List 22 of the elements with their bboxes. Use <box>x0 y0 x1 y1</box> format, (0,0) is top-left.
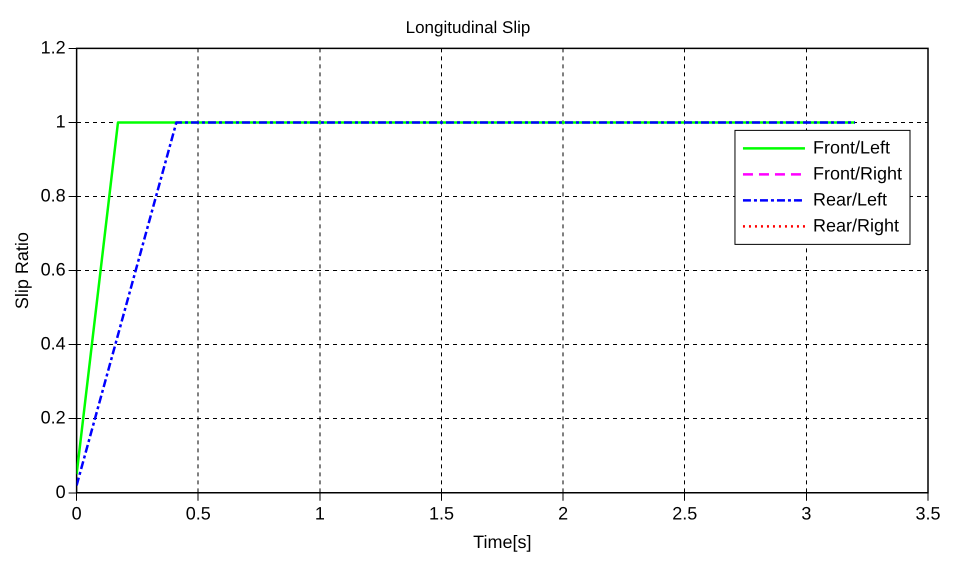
x-tick-label: 3 <box>801 504 812 524</box>
y-tick-label: 0 <box>56 482 66 502</box>
y-tick-label: 0.4 <box>40 334 66 354</box>
x-tick-label: 0.5 <box>186 504 211 524</box>
legend-label: Rear/Left <box>812 189 888 210</box>
legend-label: Front/Left <box>812 137 890 158</box>
x-tick-label: 1.5 <box>428 504 454 524</box>
x-tick-label: 3.5 <box>915 504 941 524</box>
x-tick-label: 2.5 <box>672 504 698 524</box>
x-axis-title: Time[s] <box>473 532 532 552</box>
y-tick-label: 0.2 <box>40 408 66 428</box>
x-tick-label: 0 <box>72 504 82 524</box>
legend-label: Front/Right <box>812 163 902 184</box>
y-tick-label: 0.8 <box>40 186 66 206</box>
y-tick-label: 1.2 <box>40 37 66 58</box>
x-tick-label: 1 <box>314 504 325 524</box>
legend-label: Rear/Right <box>812 215 900 236</box>
y-axis-title: Slip Ratio <box>12 232 32 310</box>
y-tick-label: 1 <box>56 111 66 132</box>
x-tick-label: 2 <box>558 504 568 524</box>
chart-title: Longitudinal Slip <box>406 18 530 37</box>
y-tick-label: 0.6 <box>40 260 66 280</box>
